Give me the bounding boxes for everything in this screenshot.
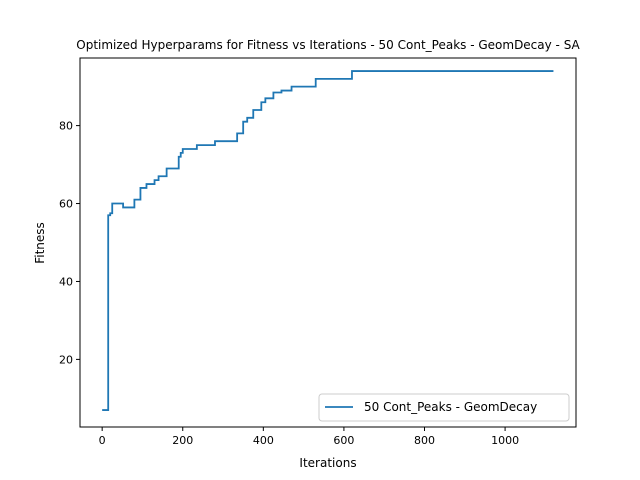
legend-box [318, 393, 570, 422]
y-tick-label: 40 [59, 275, 73, 288]
plot-area [102, 70, 554, 411]
y-tick-label: 60 [59, 198, 73, 211]
y-tick-label: 80 [59, 120, 73, 133]
x-axis-label: Iterations [299, 456, 356, 470]
x-tick-label: 400 [253, 434, 274, 447]
legend-label: 50 Cont_Peaks - GeomDecay [364, 400, 537, 414]
x-tick-label: 600 [333, 434, 354, 447]
chart-title: Optimized Hyperparams for Fitness vs Ite… [76, 38, 580, 52]
x-tick-label: 1000 [491, 434, 519, 447]
x-axis: 0 200 400 600 800 1000 [99, 427, 519, 447]
y-tick-label: 20 [59, 353, 73, 366]
y-axis: 20 40 60 80 [59, 120, 80, 366]
y-axis-label: Fitness [33, 222, 47, 264]
x-tick-label: 0 [99, 434, 106, 447]
x-tick-label: 800 [414, 434, 435, 447]
x-tick-label: 200 [172, 434, 193, 447]
legend: 50 Cont_Peaks - GeomDecay [318, 393, 570, 422]
axes-frame [79, 57, 577, 428]
series-line [102, 70, 554, 411]
